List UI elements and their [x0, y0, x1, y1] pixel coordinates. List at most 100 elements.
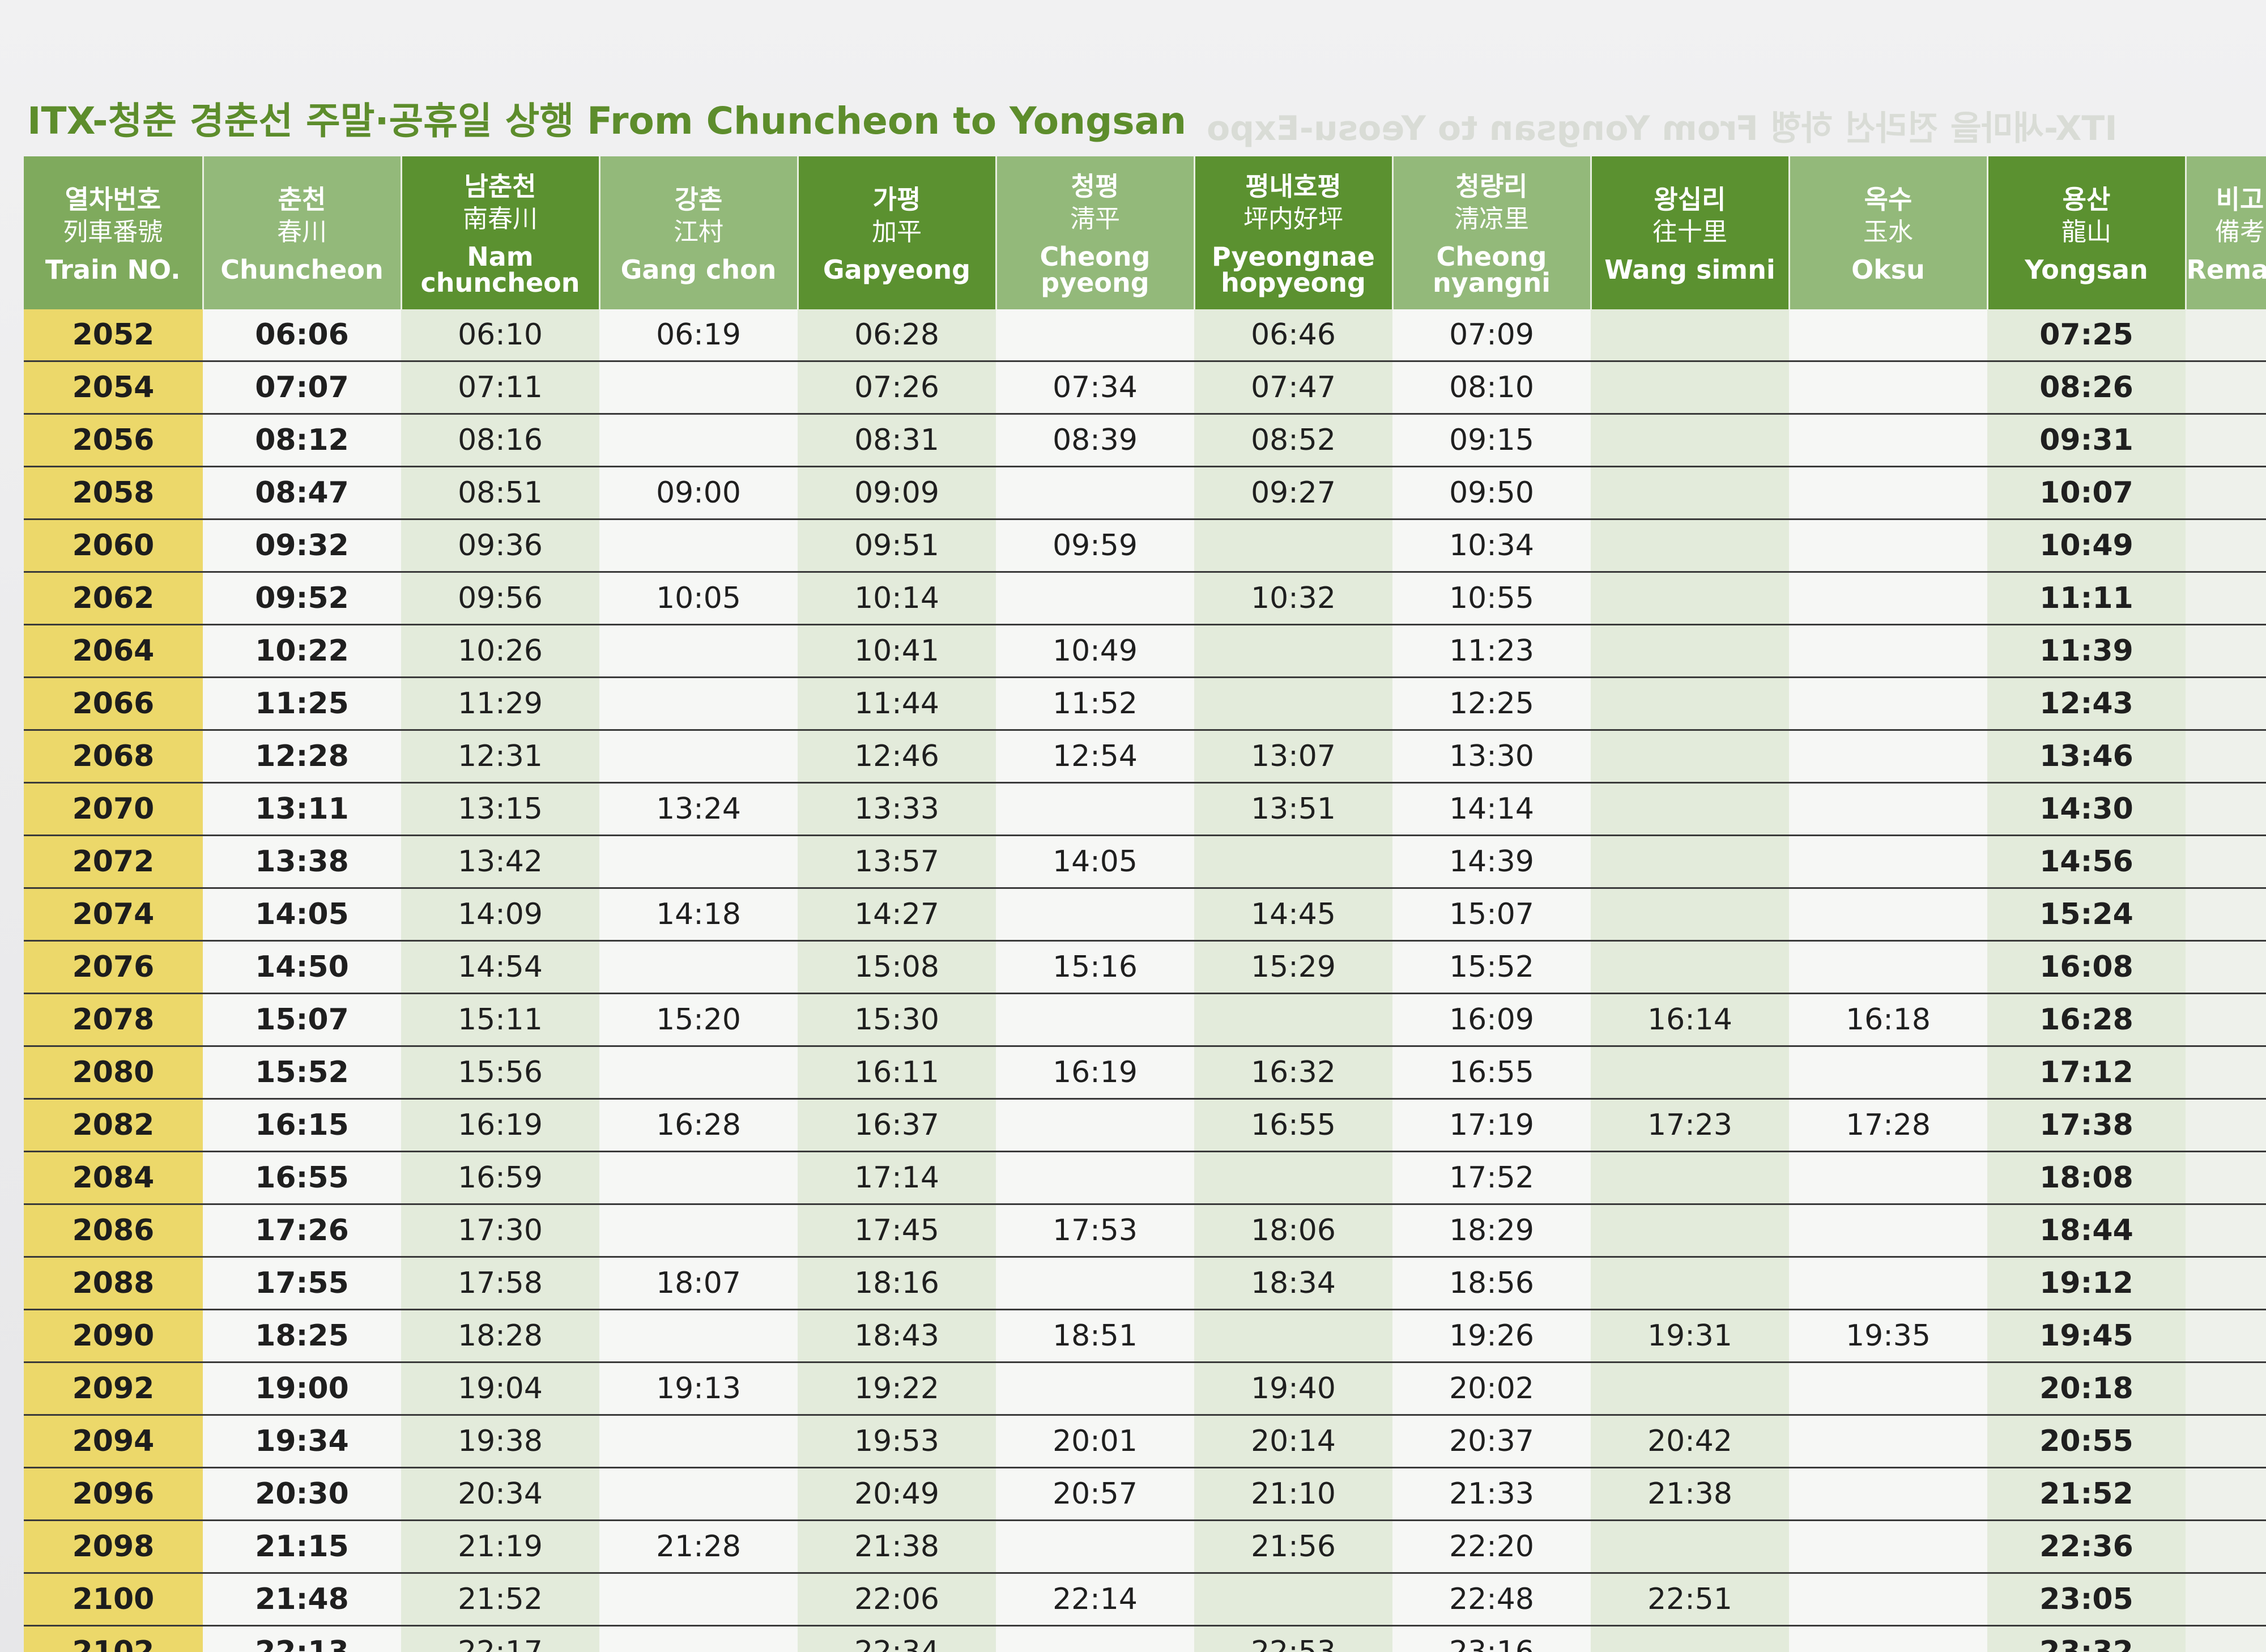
- time-cell: 20:14: [1194, 1415, 1392, 1468]
- column-header-en: Yongsan: [2025, 254, 2148, 285]
- time-cell: [1789, 1151, 1987, 1205]
- time-cell: 06:19: [599, 309, 798, 362]
- time-cell: [1789, 730, 1987, 784]
- time-cell: 12:25: [1392, 677, 1591, 731]
- table-row: 2052 06:06 06:10 06:19 06:28 06:46 07:09 07:25: [24, 309, 2266, 362]
- train-number-cell: 2058: [24, 466, 203, 520]
- time-cell: 15:56: [401, 1046, 599, 1100]
- time-cell: 11:25: [203, 677, 401, 731]
- time-cell: [1591, 1204, 1789, 1258]
- time-cell: [1591, 466, 1789, 520]
- time-cell: [599, 1625, 798, 1652]
- column-header-han: 加平: [872, 218, 922, 246]
- time-cell: 22:48: [1392, 1573, 1591, 1627]
- train-number-cell: 2102: [24, 1625, 203, 1652]
- time-cell: [1591, 309, 1789, 362]
- time-cell: [2186, 1467, 2266, 1521]
- time-cell: 16:55: [1392, 1046, 1591, 1100]
- time-cell: [1591, 414, 1789, 467]
- back-page-title-show-through: ITX-새마을 전라선 하행 From Yongsan to Yeosu-Exp…: [1207, 109, 2118, 148]
- train-number-cell: 2060: [24, 519, 203, 573]
- time-cell: 09:09: [798, 466, 996, 520]
- time-cell: 14:54: [401, 940, 599, 994]
- time-cell: 09:32: [203, 519, 401, 573]
- column-header-ko: 용산: [2062, 184, 2111, 215]
- time-cell: 13:57: [798, 835, 996, 889]
- table-row: 2054 07:07 07:11 07:26 07:34 07:47 08:10 08:26: [24, 361, 2266, 415]
- time-cell: 15:52: [1392, 940, 1591, 994]
- time-cell: 22:20: [1392, 1520, 1591, 1574]
- train-number-cell: 2094: [24, 1415, 203, 1468]
- time-cell: 12:54: [996, 730, 1194, 784]
- train-number-cell: 2076: [24, 940, 203, 994]
- train-number-cell: 2080: [24, 1046, 203, 1100]
- time-cell: [2186, 993, 2266, 1047]
- time-cell: [2186, 519, 2266, 573]
- train-number-cell: 2098: [24, 1520, 203, 1574]
- table-row: 2084 16:55 16:59 17:14 17:52 18:08: [24, 1151, 2266, 1205]
- time-cell: 20:42: [1591, 1415, 1789, 1468]
- time-cell: 14:05: [203, 888, 401, 942]
- time-cell: [1591, 940, 1789, 994]
- column-header-han: 玉水: [1863, 218, 1913, 246]
- time-cell: [1591, 1362, 1789, 1416]
- column-header-ko: 비고: [2216, 184, 2264, 215]
- time-cell: 21:48: [203, 1573, 401, 1627]
- table-row: 2070 13:11 13:15 13:24 13:33 13:51 14:14 14:30: [24, 782, 2266, 836]
- time-cell: [599, 1046, 798, 1100]
- time-cell: [1194, 519, 1392, 573]
- table-row: 2080 15:52 15:56 16:11 16:19 16:32 16:55 17:12: [24, 1046, 2266, 1100]
- time-cell: [599, 1151, 798, 1205]
- column-header-ko: 남춘천: [464, 171, 536, 202]
- table-row: 2094 19:34 19:38 19:53 20:01 20:14 20:37 20:42 2…: [24, 1415, 2266, 1468]
- column-header: 남춘천 南春川 Nam chuncheon: [401, 156, 600, 309]
- column-header: 평내호평 坪内好坪 Pyeongnae hopyeong: [1194, 156, 1394, 309]
- column-header-ko: 청량리: [1455, 171, 1528, 202]
- table-row: 2062 09:52 09:56 10:05 10:14 10:32 10:55 11:11: [24, 572, 2266, 625]
- time-cell: [2186, 572, 2266, 625]
- time-cell: [1591, 624, 1789, 678]
- column-header-en: Gapyeong: [823, 254, 971, 285]
- time-cell: 14:05: [996, 835, 1194, 889]
- time-cell: [996, 888, 1194, 942]
- time-cell: 16:55: [203, 1151, 401, 1205]
- time-cell: 19:35: [1789, 1309, 1987, 1363]
- train-number-cell: 2072: [24, 835, 203, 889]
- time-cell: [2186, 361, 2266, 415]
- train-number-cell: 2052: [24, 309, 203, 362]
- time-cell: 12:43: [1987, 677, 2186, 731]
- time-cell: 20:37: [1392, 1415, 1591, 1468]
- time-cell: [599, 730, 798, 784]
- column-header-han: 淸平: [1070, 205, 1120, 233]
- time-cell: [1591, 1625, 1789, 1652]
- time-cell: 15:08: [798, 940, 996, 994]
- header-row: 열차번호 列車番號 Train NO. 춘천 春川 Chuncheon 남춘천 南春川 Nam …: [24, 156, 2266, 309]
- time-cell: 09:56: [401, 572, 599, 625]
- time-cell: [1789, 1467, 1987, 1521]
- column-header-en: Wang simni: [1604, 254, 1775, 285]
- time-cell: [996, 1362, 1194, 1416]
- column-header-ko: 왕십리: [1654, 184, 1726, 215]
- time-cell: 14:30: [1987, 782, 2186, 836]
- time-cell: [1789, 1520, 1987, 1574]
- time-cell: 19:12: [1987, 1257, 2186, 1310]
- time-cell: [1194, 677, 1392, 731]
- time-cell: 18:25: [203, 1309, 401, 1363]
- time-cell: [2186, 835, 2266, 889]
- time-cell: 17:23: [1591, 1099, 1789, 1152]
- time-cell: 17:55: [203, 1257, 401, 1310]
- time-cell: 17:45: [798, 1204, 996, 1258]
- time-cell: 17:14: [798, 1151, 996, 1205]
- time-cell: 16:32: [1194, 1046, 1392, 1100]
- time-cell: [2186, 940, 2266, 994]
- time-cell: [996, 1520, 1194, 1574]
- time-cell: 14:18: [599, 888, 798, 942]
- time-cell: 10:05: [599, 572, 798, 625]
- time-cell: 15:16: [996, 940, 1194, 994]
- time-cell: 19:04: [401, 1362, 599, 1416]
- time-cell: 13:51: [1194, 782, 1392, 836]
- time-cell: 15:07: [203, 993, 401, 1047]
- time-cell: [599, 1204, 798, 1258]
- time-cell: [599, 1467, 798, 1521]
- train-number-cell: 2066: [24, 677, 203, 731]
